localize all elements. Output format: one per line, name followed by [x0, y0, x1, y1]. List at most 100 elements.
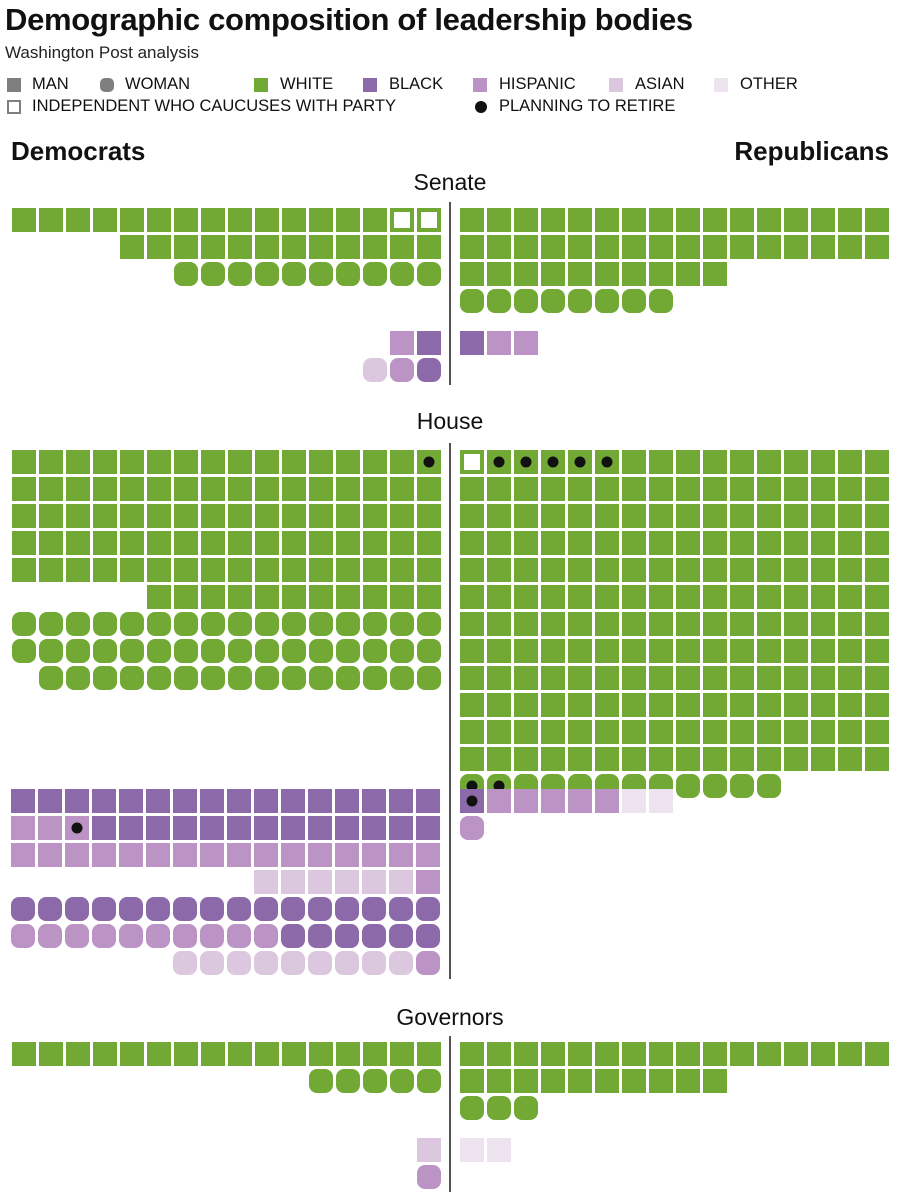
house-rep-white-man-mark — [568, 747, 592, 771]
house-dem-white-man-mark — [66, 531, 90, 555]
house-rep-white-man-mark — [622, 666, 646, 690]
house-rep-white-man-mark — [730, 666, 754, 690]
house-rep-white-man-mark — [838, 666, 862, 690]
house-rep-white-man-mark — [487, 693, 511, 717]
governors-dem-white-man-mark — [93, 1042, 117, 1066]
house-dem-asian-woman-mark — [200, 951, 224, 975]
house-rep-white-man-mark — [703, 747, 727, 771]
house-rep-white-man-mark — [757, 531, 781, 555]
house-rep-white-man-mark — [676, 693, 700, 717]
senate-dem-white-man-mark — [255, 208, 279, 232]
house-rep-white-man-mark — [568, 612, 592, 636]
legend-white-swatch — [254, 78, 268, 92]
house-rep-white-man-mark — [676, 558, 700, 582]
senate-dem-black-woman-mark — [417, 358, 441, 382]
house-dem-black-man-mark — [335, 816, 359, 840]
house-dem-black-woman-mark — [362, 924, 386, 948]
house-dem-white-man-mark — [201, 531, 225, 555]
house-rep-white-man-mark — [838, 450, 862, 474]
house-dem-asian-man-mark — [362, 870, 386, 894]
house-rep-white-man-mark — [649, 666, 673, 690]
senate-rep-white-man-mark — [757, 208, 781, 232]
house-dem-hispanic-woman-mark — [65, 924, 89, 948]
house-dem-black-man-mark — [362, 789, 386, 813]
house-rep-white-man-mark — [838, 720, 862, 744]
governors-dem-white-man-mark — [228, 1042, 252, 1066]
governors-dem-hispanic-woman-mark — [417, 1165, 441, 1189]
house-rep-white-man-mark — [514, 585, 538, 609]
house-dem-white-woman-mark — [363, 639, 387, 663]
house-dem-black-woman-mark — [254, 897, 278, 921]
chart-subtitle: Washington Post analysis — [5, 43, 200, 62]
senate-rep-white-man-mark — [703, 262, 727, 286]
house-dem-white-man-mark — [120, 504, 144, 528]
house-dem-white-man-mark — [12, 477, 36, 501]
house-rep-white-man-mark — [730, 639, 754, 663]
house-dem-black-man-mark — [227, 816, 251, 840]
house-dem-black-man-mark — [227, 789, 251, 813]
governors-dem-white-man-mark — [417, 1042, 441, 1066]
house-rep-white-man-mark — [838, 477, 862, 501]
house-rep-other-man-mark — [649, 789, 673, 813]
house-dem-white-woman-mark — [120, 666, 144, 690]
house-rep-white-man-mark — [460, 477, 484, 501]
legend-black-swatch — [363, 78, 377, 92]
house-dem-white-woman-mark — [174, 612, 198, 636]
house-rep-white-woman-mark — [730, 774, 754, 798]
legend-retire-label: PLANNING TO RETIRE — [499, 97, 676, 115]
house-dem-white-woman-mark — [417, 639, 441, 663]
senate-dem-white-man-mark — [282, 235, 306, 259]
governors-rep-white-man-mark — [541, 1042, 565, 1066]
house-rep-white-man-mark — [865, 666, 889, 690]
house-rep-white-man-mark — [595, 666, 619, 690]
house-rep-white-man-mark — [487, 639, 511, 663]
house-rep-retire-dot — [520, 456, 532, 468]
house-rep-white-man-mark — [811, 639, 835, 663]
section-title-senate: Senate — [413, 169, 487, 195]
house-dem-black-man-mark — [92, 816, 116, 840]
house-rep-white-man-mark — [703, 612, 727, 636]
house-dem-hispanic-man-mark — [308, 843, 332, 867]
senate-rep-white-man-mark — [649, 262, 673, 286]
house-dem-white-woman-mark — [228, 639, 252, 663]
senate-rep-white-man-mark — [865, 208, 889, 232]
house-dem-white-man-mark — [147, 477, 171, 501]
house-dem-white-man-mark — [255, 504, 279, 528]
house-dem-white-man-mark — [336, 450, 360, 474]
house-dem-white-man-mark — [390, 477, 414, 501]
house-dem-white-woman-mark — [255, 666, 279, 690]
house-rep-white-man-mark — [811, 666, 835, 690]
house-dem-white-woman-mark — [336, 612, 360, 636]
house-dem-white-man-mark — [201, 585, 225, 609]
house-rep-white-man-mark — [649, 504, 673, 528]
house-rep-white-man-mark — [595, 639, 619, 663]
house-rep-white-man-mark — [649, 450, 673, 474]
house-dem-black-man-mark — [119, 816, 143, 840]
house-dem-hispanic-man-mark — [200, 843, 224, 867]
house-dem-white-man-mark — [363, 450, 387, 474]
governors-dem-white-woman-mark — [390, 1069, 414, 1093]
house-dem-white-man-mark — [282, 531, 306, 555]
house-dem-hispanic-man-mark — [389, 843, 413, 867]
house-dem-white-man-mark — [255, 585, 279, 609]
house-dem-black-man-mark — [416, 789, 440, 813]
house-rep-white-man-mark — [784, 450, 808, 474]
legend-woman-label: WOMAN — [125, 75, 191, 93]
house-rep-hispanic-man-mark — [541, 789, 565, 813]
governors-rep-white-man-mark — [568, 1069, 592, 1093]
house-dem-white-woman-mark — [309, 666, 333, 690]
house-rep-white-man-mark — [757, 747, 781, 771]
house-rep-white-man-mark — [487, 504, 511, 528]
house-rep-white-man-mark — [595, 720, 619, 744]
house-rep-white-man-mark — [514, 639, 538, 663]
house-rep-white-man-mark — [757, 558, 781, 582]
house-dem-hispanic-woman-mark — [92, 924, 116, 948]
governors-rep-white-man-mark — [703, 1069, 727, 1093]
house-divider — [449, 443, 451, 979]
house-dem-white-woman-mark — [12, 639, 36, 663]
house-dem-black-woman-mark — [11, 897, 35, 921]
house-rep-white-man-mark — [541, 504, 565, 528]
house-rep-white-man-mark — [460, 585, 484, 609]
house-dem-white-man-mark — [201, 477, 225, 501]
house-dem-hispanic-man-mark — [38, 843, 62, 867]
